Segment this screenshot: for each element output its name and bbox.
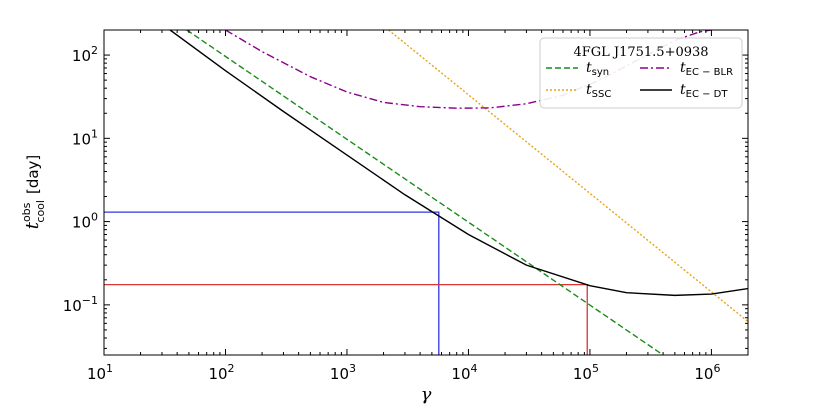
x-axis-label: γ: [421, 384, 432, 405]
x-tick-label: 106: [694, 362, 720, 383]
legend-label-0: tsyn: [586, 60, 609, 78]
legend-label-3: tEC − DT: [680, 82, 728, 100]
y-axis-label-unit: [day]: [24, 155, 42, 194]
y-tick-label: 101: [72, 127, 98, 148]
y-axis-label-base: t: [22, 221, 43, 229]
x-tick-label: 102: [208, 362, 234, 383]
reference-line-0: [104, 211, 440, 355]
plot-frame: [103, 29, 749, 356]
series-line-ssc: [388, 30, 748, 323]
x-tick-label: 104: [451, 362, 477, 383]
y-tick-label: 100: [72, 211, 98, 232]
x-tick-label: 101: [87, 362, 113, 383]
legend-box: [539, 37, 743, 109]
x-tick-label: 105: [573, 362, 599, 383]
reference-line-1: [104, 283, 588, 355]
legend-label-1: tEC − BLR: [680, 60, 733, 78]
x-tick-label: 103: [330, 362, 356, 383]
legend-entries: tsyn tEC − BLR tSSC tEC − DT: [546, 60, 733, 100]
y-axis-label: tobscool [day]: [20, 155, 47, 230]
y-tick-label: 102: [72, 44, 98, 65]
series-line-ec_dt: [169, 30, 748, 297]
reference-lines: [104, 211, 588, 355]
y-axis-label-sup: obs: [20, 202, 33, 222]
svg-text:tobscool[day]: tobscool [day]: [20, 155, 47, 230]
legend-title: 4FGL J1751.5+0938: [573, 45, 708, 60]
y-tick-label: 10−1: [63, 294, 98, 315]
legend-label-2: tSSC: [586, 82, 611, 100]
legend: 4FGL J1751.5+0938 tsyn tEC − BLR tSSC tEC −…: [539, 37, 743, 109]
series-line-syn: [186, 30, 664, 355]
y-axis-label-sub: cool: [34, 200, 47, 223]
